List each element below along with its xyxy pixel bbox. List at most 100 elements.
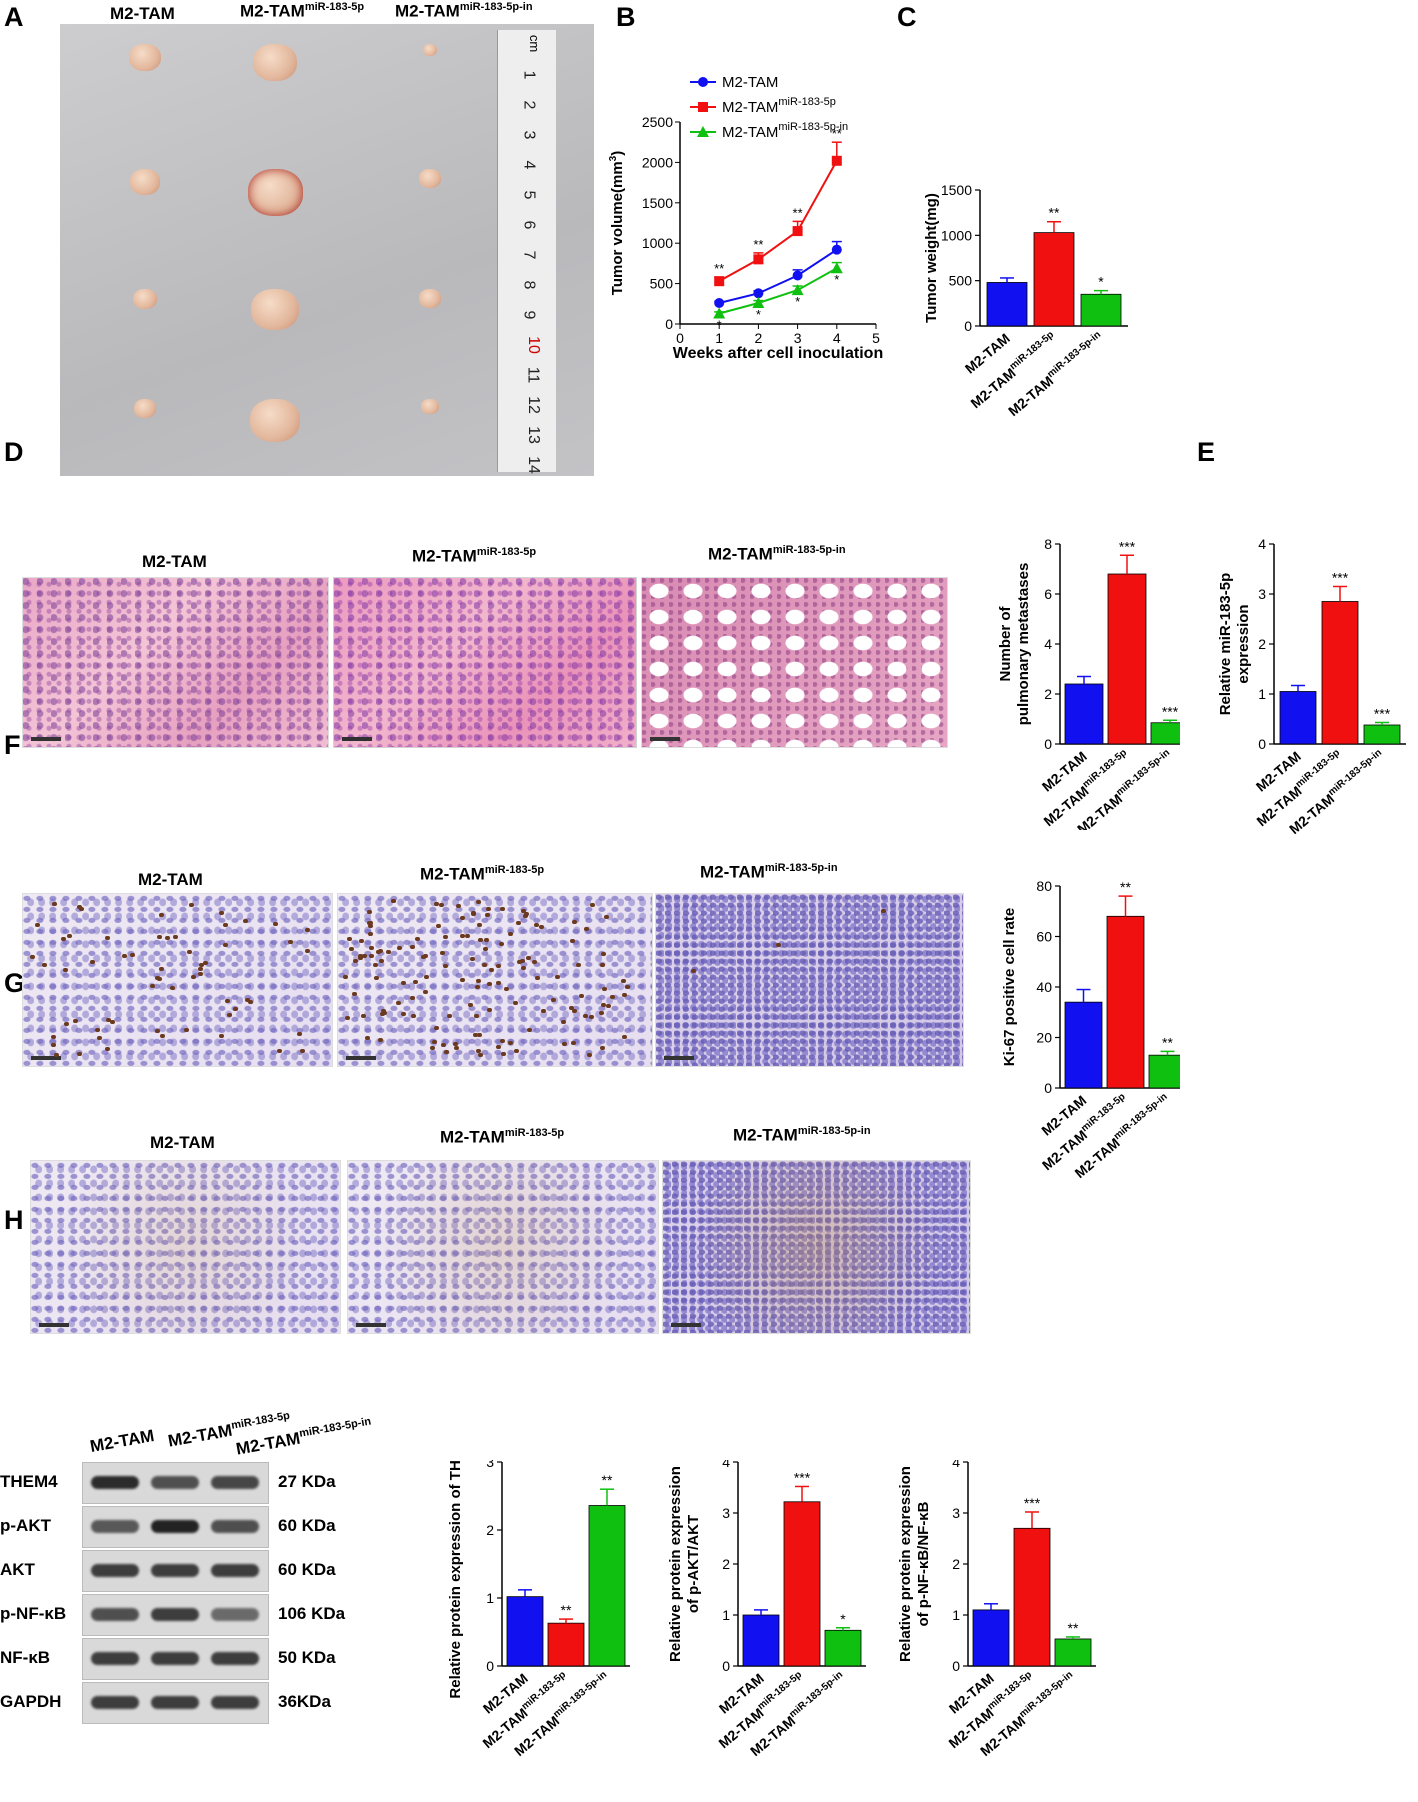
ki67-positive-cell <box>602 987 608 992</box>
ki67-positive-cell <box>470 957 476 962</box>
ki67-positive-cell <box>243 919 249 924</box>
ki67-positive-cell <box>401 980 407 985</box>
ki67-positive-cell <box>272 921 278 926</box>
significance-mark: * <box>1098 274 1104 290</box>
ki67-positive-cell <box>532 959 538 964</box>
ki67-positive-cell <box>575 962 581 967</box>
micrograph-g-mir <box>347 1160 659 1334</box>
y-tick-label: 40 <box>1036 979 1052 995</box>
ki67-positive-cell <box>483 937 489 942</box>
ki67-positive-cell <box>190 974 196 979</box>
y-tick-label: 20 <box>1036 1030 1052 1046</box>
ruler-number: 10 <box>524 336 542 354</box>
ki67-positive-cell <box>569 938 575 943</box>
significance-mark: * <box>717 317 722 332</box>
ki67-positive-cell <box>456 903 462 908</box>
tumor-specimen <box>129 44 161 72</box>
ki67-positive-cell <box>690 969 696 974</box>
chart-h-pakt: 0 1 2 3 4 Relative protein expression of p-AKT… <box>667 1460 866 1759</box>
y-tick-label: 1 <box>1258 686 1266 702</box>
ki67-positive-cell <box>287 939 293 944</box>
ki67-positive-cell <box>453 1045 459 1050</box>
ruler-number: 14 <box>524 456 542 474</box>
ki67-positive-cell <box>598 1010 604 1015</box>
data-point <box>792 226 803 237</box>
y-tick-label: 4 <box>722 1460 730 1470</box>
ki67-positive-cell <box>343 974 349 979</box>
micrograph-d-mir <box>333 577 637 748</box>
blot-band <box>151 1608 199 1621</box>
y-axis-label: Number of <box>997 605 1014 681</box>
y-tick-label: 2000 <box>642 154 673 170</box>
ki67-positive-cell <box>582 1014 588 1019</box>
ki67-positive-cell <box>589 1015 595 1020</box>
ki67-positive-cell <box>164 935 170 940</box>
ki67-positive-cell <box>248 1000 254 1005</box>
tumor-specimen <box>134 399 156 418</box>
ki67-positive-cell <box>186 950 192 955</box>
ki67-positive-cell <box>609 994 615 999</box>
ki67-positive-cell <box>361 954 367 959</box>
tumor-specimen <box>423 44 437 56</box>
tumor-specimen <box>251 289 299 330</box>
ki67-positive-cell <box>172 935 178 940</box>
blot-band <box>211 1520 259 1533</box>
ki67-positive-cell <box>478 1052 484 1057</box>
blot-kda-label: 50 KDa <box>278 1648 336 1667</box>
tumor-specimen <box>253 44 297 82</box>
ki67-positive-cell <box>468 1002 474 1007</box>
ki67-positive-cell <box>367 924 373 929</box>
ki67-positive-cell <box>50 1035 56 1040</box>
ki67-positive-cell <box>513 1001 519 1006</box>
tumor-specimen <box>419 289 441 308</box>
ki67-positive-cell <box>351 992 357 997</box>
ki67-positive-cell <box>499 1039 505 1044</box>
ki67-positive-cell <box>35 922 41 927</box>
ki67-positive-cell <box>385 950 391 954</box>
ki67-positive-cell <box>499 907 505 912</box>
scale-bar <box>664 1056 694 1060</box>
ki67-positive-cell <box>477 923 483 928</box>
significance-mark: * <box>840 1611 846 1627</box>
ki67-positive-cell <box>368 946 374 951</box>
ki67-positive-cell <box>442 963 448 968</box>
scale-bar <box>356 1323 386 1327</box>
g-label-mir: M2-TAMmiR-183-5p <box>440 1127 565 1147</box>
g-label-base: M2-TAM <box>150 1133 215 1152</box>
blot-protein-label: p-AKT <box>0 1516 51 1535</box>
ki67-positive-cell <box>51 902 57 907</box>
tumor-specimen <box>133 289 157 310</box>
bar <box>1279 691 1317 745</box>
y-tick-label: 3 <box>952 1505 960 1521</box>
y-axis-label: Tumor weight(mg) <box>923 193 940 323</box>
panel-letter-g: G <box>4 968 26 998</box>
significance-mark: *** <box>794 1469 811 1485</box>
ki67-positive-cell <box>276 1049 282 1054</box>
ki67-positive-cell <box>372 962 378 967</box>
data-point <box>753 254 764 265</box>
blot-band <box>91 1696 139 1709</box>
series-line <box>718 248 838 304</box>
ki67-positive-cell <box>550 998 556 1003</box>
blot-band <box>151 1696 199 1709</box>
y-tick-label: 3 <box>486 1460 494 1470</box>
ki67-positive-cell <box>97 1036 103 1041</box>
significance-mark: ** <box>1068 1620 1079 1636</box>
legend-marker <box>698 102 708 112</box>
y-tick-label: 1500 <box>642 195 673 211</box>
data-point <box>714 297 725 308</box>
ki67-positive-cell <box>600 1045 606 1050</box>
ki67-positive-cell <box>475 1048 481 1053</box>
ki67-positive-cell <box>560 1020 566 1025</box>
blot-strip <box>82 1594 269 1636</box>
blot-band <box>91 1476 139 1489</box>
tumor-specimen <box>130 169 160 195</box>
x-tick-label: 0 <box>676 330 684 346</box>
y-axis-label: Tumor volume(mm3) <box>608 151 626 295</box>
ki67-positive-cell <box>233 1007 239 1012</box>
ki67-positive-cell <box>495 980 501 985</box>
ki67-positive-cell <box>555 975 561 980</box>
ki67-positive-cell <box>483 946 489 951</box>
panel-letter-a: A <box>4 2 24 32</box>
ki67-positive-cell <box>76 904 82 909</box>
